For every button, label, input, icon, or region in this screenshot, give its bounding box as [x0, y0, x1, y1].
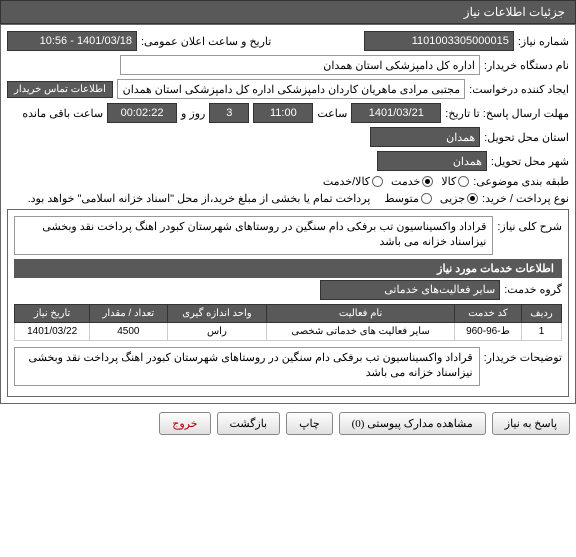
exit-button[interactable]: خروج [159, 412, 210, 435]
radio-medium[interactable] [421, 193, 432, 204]
need-number-value: 1101003305000015 [364, 31, 514, 51]
radio-goods-service-label: کالا/خدمت [323, 175, 370, 188]
inner-section: شرح کلی نیاز: قراداد واکسیناسیون تب برفک… [7, 209, 569, 397]
th-qty: تعداد / مقدار [90, 304, 167, 322]
cell-code: ط-96-960 [454, 322, 521, 340]
th-name: نام فعالیت [267, 304, 455, 322]
print-button[interactable]: چاپ [286, 412, 333, 435]
attachments-button[interactable]: مشاهده مدارک پیوستی (0) [339, 412, 486, 435]
days-value: 3 [209, 103, 249, 123]
deadline-hour: 11:00 [253, 103, 313, 123]
creator-label: ایجاد کننده درخواست: [469, 83, 569, 96]
buyer-org-value: اداره کل دامپزشکی استان همدان [120, 55, 480, 75]
back-button[interactable]: بازگشت [217, 412, 281, 435]
days-label: روز و [181, 107, 205, 120]
service-group-label: گروه خدمت: [504, 283, 562, 296]
payment-type-label: نوع پرداخت / خرید: [482, 192, 569, 205]
contact-link[interactable]: اطلاعات تماس خریدار [7, 81, 113, 98]
radio-service[interactable] [422, 176, 433, 187]
remaining-time: 00:02:22 [107, 103, 177, 123]
th-row: ردیف [522, 304, 562, 322]
category-radio-group: کالا خدمت کالا/خدمت [323, 175, 469, 188]
deadline-label: مهلت ارسال پاسخ: تا تاریخ: [445, 107, 569, 120]
page-title: جزئیات اطلاعات نیاز [464, 5, 565, 19]
deadline-date: 1401/03/21 [351, 103, 441, 123]
services-info-header: اطلاعات خدمات مورد نیاز [14, 259, 562, 278]
buyer-org-label: نام دستگاه خریدار: [484, 59, 569, 72]
category-label: طبقه بندی موضوعی: [473, 175, 569, 188]
th-code: کد خدمت [454, 304, 521, 322]
radio-goods-label: کالا [441, 175, 456, 188]
radio-partial[interactable] [467, 193, 478, 204]
radio-partial-label: جزیی [440, 192, 465, 205]
cell-name: سایر فعالیت های خدماتی شخصی [267, 322, 455, 340]
cell-unit: راس [167, 322, 267, 340]
cell-qty: 4500 [90, 322, 167, 340]
need-desc-value: قراداد واکسیناسیون تب برفکی دام سنگین در… [14, 216, 493, 255]
button-row: پاسخ به نیاز مشاهده مدارک پیوستی (0) چاپ… [0, 404, 576, 443]
table-row: 1 ط-96-960 سایر فعالیت های خدماتی شخصی ر… [15, 322, 562, 340]
province-value: همدان [370, 127, 480, 147]
public-announce-label: تاریخ و ساعت اعلان عمومی: [141, 35, 271, 48]
form-area: شماره نیاز: 1101003305000015 تاریخ و ساع… [0, 24, 576, 404]
need-number-label: شماره نیاز: [518, 35, 569, 48]
hour-label-1: ساعت [317, 107, 347, 120]
creator-value: مجتبی مرادی ماهریان کاردان دامپزشکی ادار… [117, 79, 465, 99]
remaining-label: ساعت باقی مانده [22, 107, 103, 120]
cell-row: 1 [522, 322, 562, 340]
public-announce-value: 1401/03/18 - 10:56 [7, 31, 137, 51]
radio-medium-label: متوسط [384, 192, 419, 205]
buyer-notes-value: قراداد واکسیناسیون تب برفکی دام سنگین در… [14, 347, 480, 386]
services-table: ردیف کد خدمت نام فعالیت واحد اندازه گیری… [14, 304, 562, 341]
payment-note: پرداخت تمام یا بخشی از مبلغ خرید،از محل … [28, 192, 371, 205]
radio-goods-service[interactable] [372, 176, 383, 187]
radio-goods[interactable] [458, 176, 469, 187]
need-desc-label: شرح کلی نیاز: [497, 216, 562, 233]
province-label: استان محل تحویل: [484, 131, 569, 144]
payment-radio-group: جزیی متوسط [384, 192, 478, 205]
cell-date: 1401/03/22 [15, 322, 90, 340]
buyer-notes-label: توضیحات خریدار: [484, 347, 562, 364]
th-date: تاریخ نیاز [15, 304, 90, 322]
service-group-value: سایر فعالیت‌های خدماتی [320, 280, 500, 300]
th-unit: واحد اندازه گیری [167, 304, 267, 322]
city-label: شهر محل تحویل: [491, 155, 569, 168]
page-header: جزئیات اطلاعات نیاز [0, 0, 576, 24]
city-value: همدان [377, 151, 487, 171]
radio-service-label: خدمت [391, 175, 420, 188]
respond-button[interactable]: پاسخ به نیاز [492, 412, 570, 435]
